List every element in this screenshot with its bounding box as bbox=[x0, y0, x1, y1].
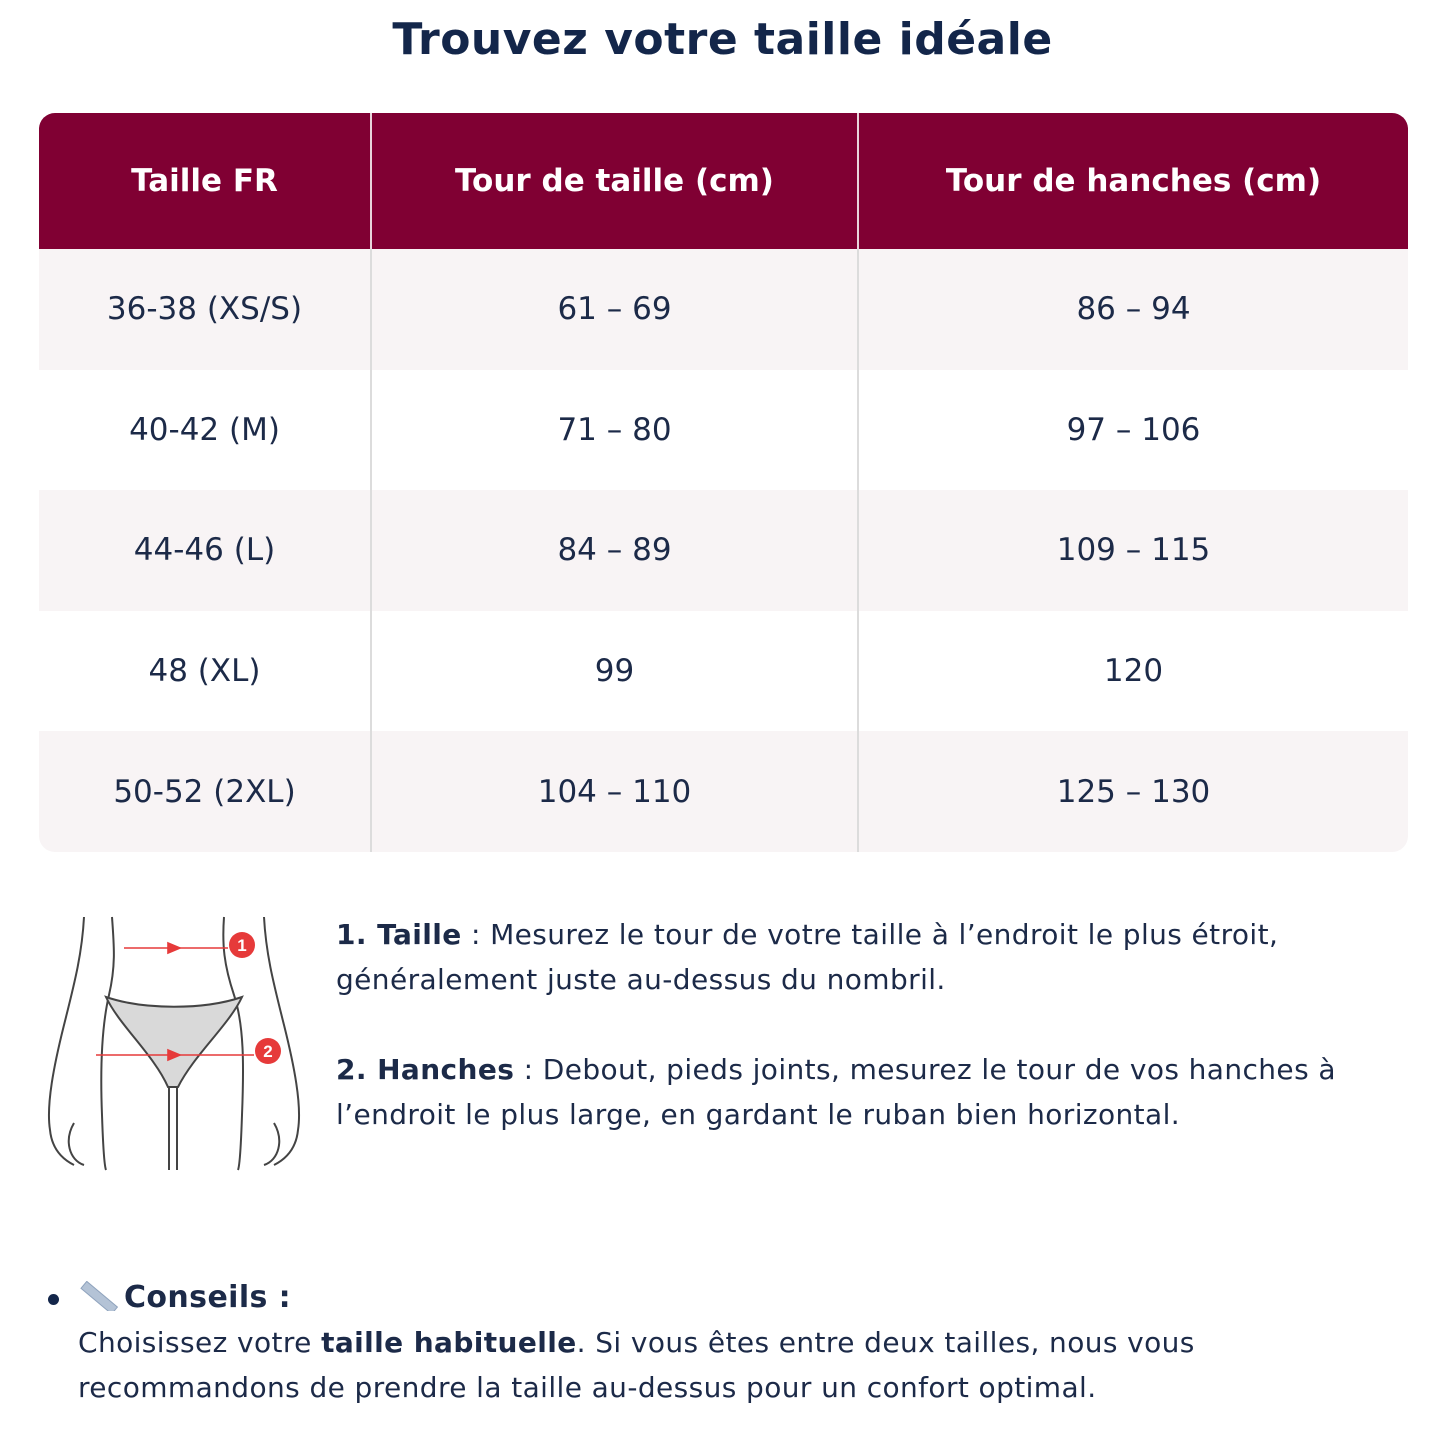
page-title: Trouvez votre taille idéale bbox=[392, 14, 1053, 65]
cell-hips: 125 – 130 bbox=[857, 731, 1408, 852]
tips-text: Choisissez votre taille habituelle. Si v… bbox=[78, 1320, 1348, 1410]
header-size-fr: Taille FR bbox=[39, 113, 371, 249]
table-row: 44-46 (L) 84 – 89 109 – 115 bbox=[39, 490, 1408, 611]
tips-heading-line: Conseils : bbox=[78, 1275, 1348, 1320]
cell-size: 48 (XL) bbox=[148, 653, 261, 690]
table-row: 36-38 (XS/S) 61 – 69 86 – 94 bbox=[39, 249, 1408, 370]
table-header-row: Taille FR Tour de taille (cm) Tour de ha… bbox=[39, 113, 1408, 249]
step-sep: : bbox=[461, 918, 491, 951]
tips-text-end: . Si vous êtes entre deux tailles, nous … bbox=[78, 1326, 1195, 1404]
tips-section: Conseils : Choisissez votre taille habit… bbox=[48, 1275, 1348, 1410]
step-hips: 2. Hanches : Debout, pieds joints, mesur… bbox=[336, 1047, 1386, 1137]
header-waist: Tour de taille (cm) bbox=[370, 113, 858, 249]
svg-text:2: 2 bbox=[263, 1042, 272, 1061]
table-row: 50-52 (2XL) 104 – 110 125 – 130 bbox=[39, 731, 1408, 852]
cell-hips: 97 – 106 bbox=[857, 369, 1408, 491]
body-measurement-illustration: 1 2 bbox=[47, 916, 301, 1171]
marker-1: 1 bbox=[229, 932, 255, 958]
svg-text:1: 1 bbox=[237, 936, 246, 955]
step-text: Mesurez le tour de votre taille à l’endr… bbox=[336, 918, 1279, 996]
step-label: 2. Hanches bbox=[336, 1053, 515, 1086]
step-text: Debout, pieds joints, mesurez le tour de… bbox=[336, 1053, 1336, 1131]
tips-heading: Conseils : bbox=[124, 1280, 292, 1315]
cell-waist: 71 – 80 bbox=[370, 369, 858, 491]
cell-hips: 109 – 115 bbox=[857, 490, 1408, 611]
cell-waist: 84 – 89 bbox=[370, 490, 858, 611]
marker-2: 2 bbox=[255, 1038, 281, 1064]
measurement-steps: 1. Taille : Mesurez le tour de votre tai… bbox=[336, 912, 1386, 1182]
ruler-icon bbox=[80, 1281, 118, 1311]
bullet bbox=[48, 1294, 59, 1305]
header-hips: Tour de hanches (cm) bbox=[857, 113, 1408, 249]
step-label: 1. Taille bbox=[336, 918, 462, 951]
tips-text-bold: taille habituelle bbox=[321, 1326, 577, 1359]
table-row: 40-42 (M) 71 – 80 97 – 106 bbox=[39, 369, 1408, 491]
table-row: 48 (XL) 99 120 bbox=[39, 610, 1408, 732]
size-table: Taille FR Tour de taille (cm) Tour de ha… bbox=[39, 113, 1408, 852]
cell-hips: 86 – 94 bbox=[857, 249, 1408, 370]
step-waist: 1. Taille : Mesurez le tour de votre tai… bbox=[336, 912, 1386, 1002]
cell-hips: 120 bbox=[857, 610, 1408, 732]
step-sep: : bbox=[514, 1053, 543, 1086]
cell-waist: 61 – 69 bbox=[370, 249, 858, 370]
cell-waist: 99 bbox=[370, 610, 858, 732]
cell-size: 36-38 (XS/S) bbox=[39, 249, 371, 370]
cell-waist: 104 – 110 bbox=[370, 731, 858, 852]
cell-size: 40-42 (M) bbox=[129, 411, 280, 448]
cell-size: 44-46 (L) bbox=[39, 490, 371, 611]
cell-size: 50-52 (2XL) bbox=[39, 731, 371, 852]
tips-text-start: Choisissez votre bbox=[78, 1326, 322, 1359]
